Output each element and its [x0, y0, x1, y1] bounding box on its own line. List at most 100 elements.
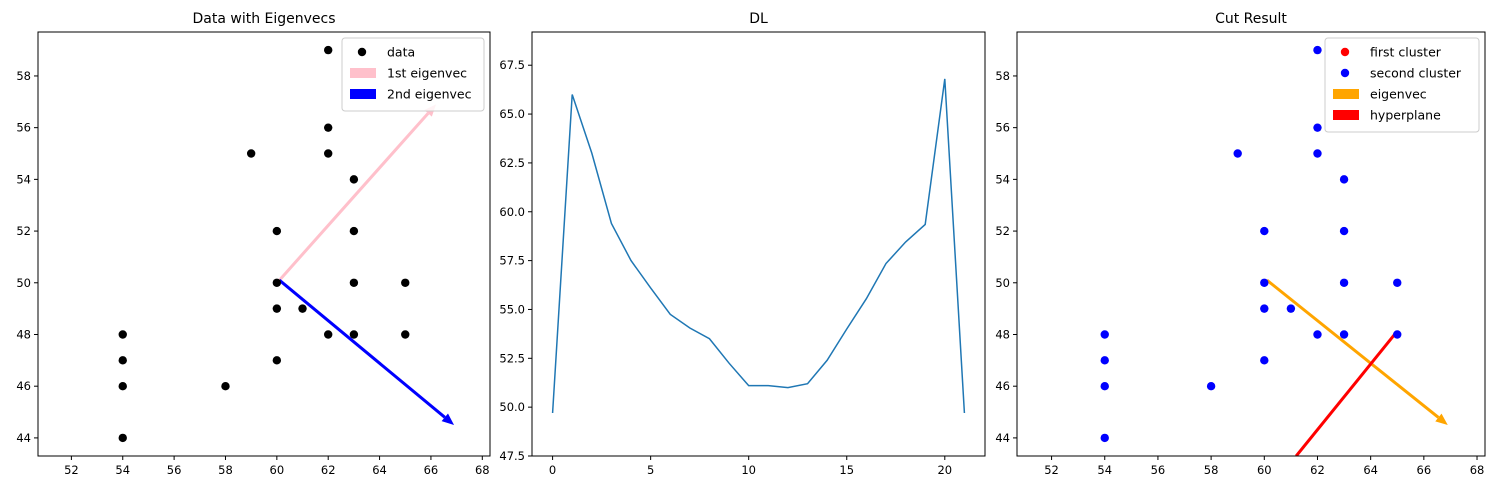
legend: first cluster second cluster eigenvec hyper…: [1324, 37, 1480, 133]
scatter-point: [1339, 175, 1349, 184]
x-tick-label: 52: [1044, 463, 1059, 477]
scatter-point: [1100, 330, 1109, 339]
legend: data 1st eigenvec 2nd eigenvec: [341, 37, 485, 112]
scatter-point: [1260, 278, 1269, 287]
scatter-point: [1313, 45, 1322, 55]
legend-patch: [1333, 110, 1359, 120]
legend-label: data: [387, 45, 415, 60]
y-tick-label: 46: [995, 379, 1010, 393]
x-tick-label: 56: [1151, 463, 1166, 477]
scatter-point: [221, 382, 230, 391]
scatter-point: [118, 382, 127, 391]
axes-frame: [1016, 31, 1486, 457]
1st-eigenvec-arrow-shaft: [278, 112, 430, 282]
axes-frame: [531, 31, 986, 457]
scatter-point: [349, 330, 359, 339]
y-tick-label: 44: [16, 431, 31, 445]
legend-label: 1st eigenvec: [387, 66, 467, 81]
y-tick-label: 60.0: [499, 205, 525, 219]
legend-patch: [1333, 89, 1359, 99]
scatter-point: [401, 278, 410, 287]
y-tick-label: 54: [16, 172, 31, 186]
x-tick-label: 54: [1097, 463, 1112, 477]
scatter-point: [324, 149, 333, 158]
scatter-point: [1313, 149, 1322, 158]
scatter-point: [1339, 330, 1349, 339]
scatter-point: [272, 304, 282, 313]
scatter-point: [118, 330, 127, 339]
axes-frame: [37, 31, 491, 457]
y-tick-label: 58: [16, 69, 31, 83]
x-tick-label: 68: [475, 463, 490, 477]
y-tick-label: 54: [995, 172, 1010, 186]
scatter-point: [118, 356, 127, 365]
y-tick-label: 57.5: [499, 254, 525, 268]
y-tick-label: 62.5: [499, 156, 525, 170]
y-tick-label: 65.0: [499, 107, 525, 121]
plot-area: [551, 78, 966, 414]
scatter-point: [1393, 278, 1402, 287]
legend-label: 2nd eigenvec: [387, 87, 472, 102]
y-tick-label: 46: [16, 379, 31, 393]
y-tick-label: 56: [995, 121, 1010, 135]
legend-label: first cluster: [1370, 45, 1442, 60]
dl-line-series: [551, 78, 966, 414]
x-tick-label: 62: [1310, 463, 1325, 477]
scatter-point: [298, 304, 307, 313]
y-tick-label: 52.5: [499, 351, 525, 365]
scatter-point: [1313, 330, 1322, 339]
y-tick-label: 44: [995, 431, 1010, 445]
scatter-point: [1260, 356, 1269, 365]
scatter-point: [1100, 356, 1109, 365]
legend-label: hyperplane: [1370, 108, 1441, 123]
scatter-point: [1339, 278, 1349, 287]
y-tick-label: 48: [995, 327, 1010, 341]
hyperplane-line: [1295, 333, 1396, 456]
scatter-point: [401, 330, 410, 339]
2nd-eigenvec-arrow-shaft: [278, 279, 446, 419]
scatter-point: [324, 123, 333, 132]
legend-label: eigenvec: [1370, 87, 1427, 102]
x-tick-label: 68: [1470, 463, 1485, 477]
x-tick-label: 58: [218, 463, 233, 477]
y-tick-label: 67.5: [499, 58, 525, 72]
scatter-point: [1100, 382, 1109, 391]
y-tick-label: 52: [995, 224, 1010, 238]
scatter-point: [272, 356, 282, 365]
legend-patch: [350, 68, 376, 78]
x-tick-label: 60: [1257, 463, 1272, 477]
plot-area: [118, 45, 455, 443]
chart-panel-eigenvecs: Data with Eigenvecs 52 54 56 58 60 62 64 66 68 44 4…: [16, 11, 491, 477]
scatter-point: [1393, 330, 1402, 339]
x-tick-label: 60: [270, 463, 285, 477]
legend-box: [341, 37, 485, 112]
y-tick-label: 47.5: [499, 449, 525, 463]
x-tick-label: 62: [321, 463, 336, 477]
y-tick-label: 58: [995, 69, 1010, 83]
scatter-point: [1100, 433, 1109, 443]
legend-marker: [1340, 68, 1350, 78]
scatter-point: [1313, 123, 1322, 132]
scatter-point: [1260, 226, 1269, 236]
scatter-point: [1260, 304, 1269, 313]
legend-patch: [350, 89, 376, 99]
chart-title: DL: [749, 11, 768, 27]
y-tick-label: 50.0: [499, 400, 525, 414]
scatter-point: [324, 45, 333, 55]
legend-label: second cluster: [1370, 66, 1462, 81]
scatter-point: [1233, 149, 1242, 158]
x-tick-label: 56: [167, 463, 182, 477]
x-tick-label: 15: [839, 463, 854, 477]
eigenvec-arrow-head: [1435, 413, 1448, 425]
y-tick-label: 50: [995, 276, 1010, 290]
scatter-point: [1339, 226, 1349, 236]
plot-area: [1100, 45, 1448, 456]
x-tick-label: 64: [372, 463, 387, 477]
scatter-point: [349, 226, 359, 236]
x-tick-label: 20: [937, 463, 952, 477]
y-tick-label: 52: [16, 224, 31, 238]
y-tick-label: 48: [16, 327, 31, 341]
y-tick-label: 55.0: [499, 302, 525, 316]
scatter-point: [246, 149, 256, 158]
